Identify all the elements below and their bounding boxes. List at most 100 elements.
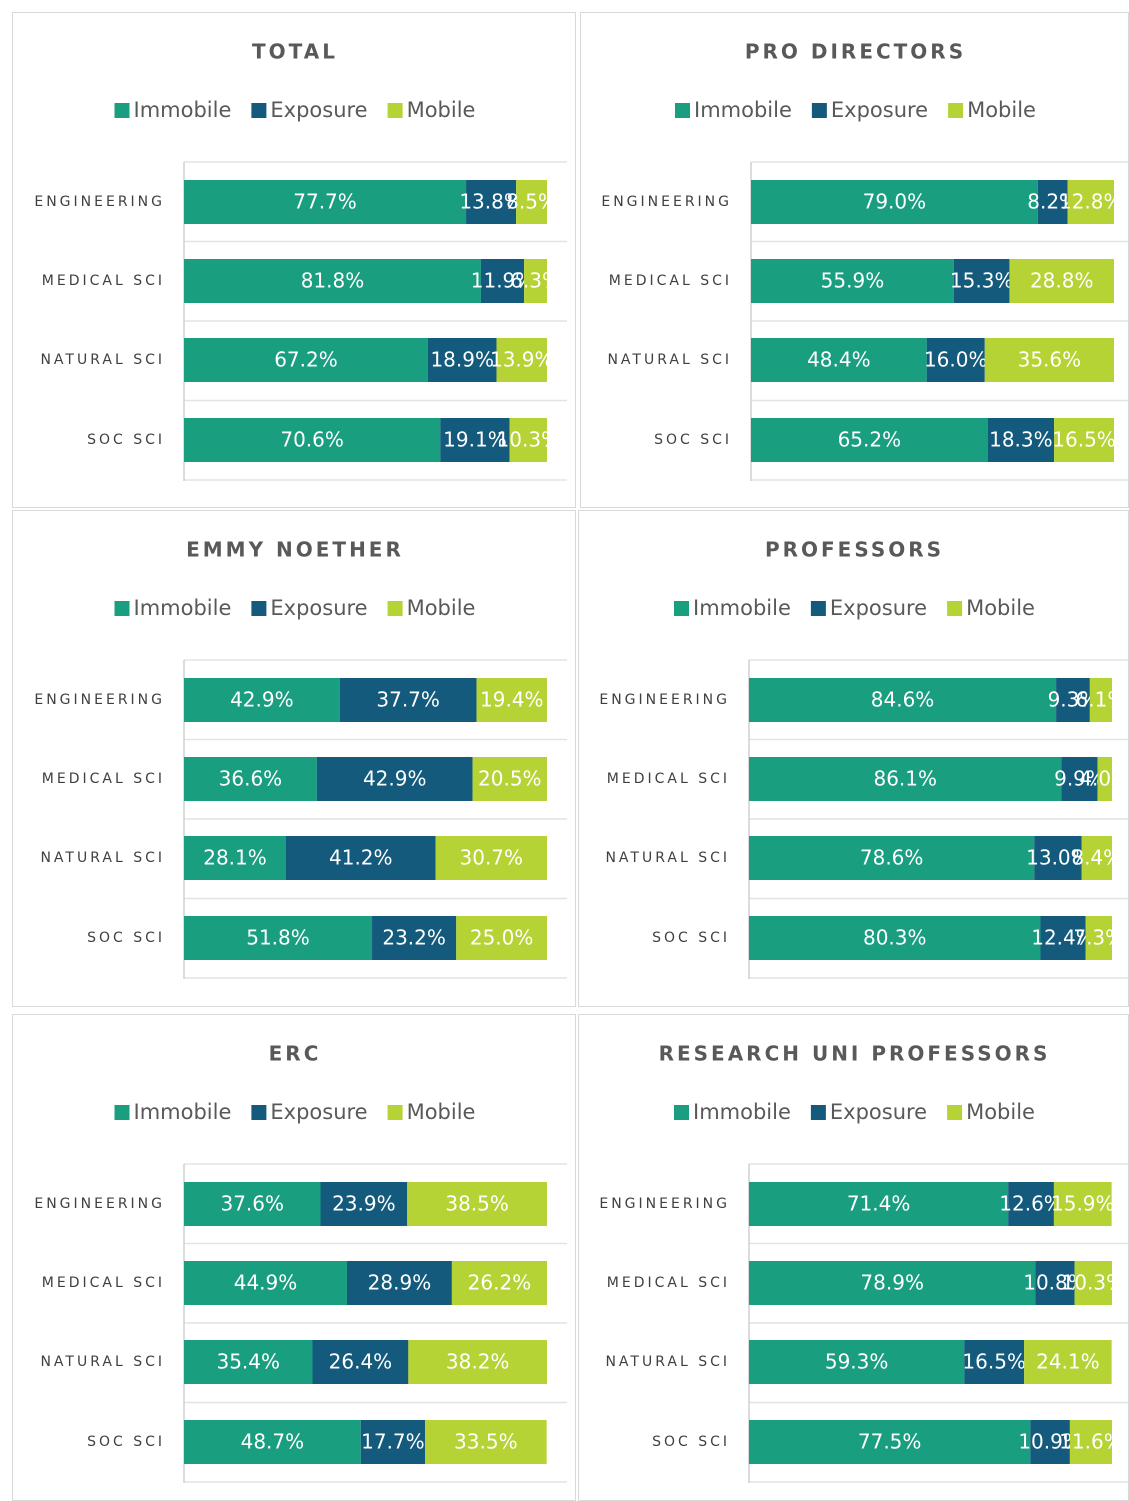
value-label: 16.5% [962,1350,1026,1374]
bar-segment [751,180,1038,224]
bar-segment [964,1340,1025,1384]
bar-segment [184,916,373,960]
bar-segment [425,1420,547,1464]
legend-swatch [811,103,827,118]
bar-segment [1034,836,1082,880]
category-label: MEDICAL SCI [42,771,165,787]
value-label: 11.6% [1059,1430,1123,1454]
legend-swatch [675,103,691,118]
bar-segment [749,836,1035,880]
legend-label: Immobile [694,98,792,122]
value-label: 10.3% [1062,1271,1126,1295]
value-label: 42.9% [363,767,427,791]
value-label: 38.5% [445,1192,509,1216]
value-label: 13.8% [459,190,523,214]
value-label: 78.9% [860,1271,924,1295]
bar-segment [751,418,988,462]
value-label: 13.0% [1026,846,1090,870]
bar-segment [466,180,517,224]
chart-panel: EMMY NOETHER Immobile Exposure Mobile ENGINE… [12,510,576,1007]
bar-segment [1056,678,1090,722]
bar-segment [184,1182,321,1226]
value-label: 51.8% [246,926,310,950]
value-label: 19.1% [443,428,507,452]
bar-segment [456,916,547,960]
value-label: 6.1% [1076,688,1127,712]
bar-segment [184,1261,347,1305]
bar-segment [749,678,1057,722]
bar-segment [987,418,1055,462]
chart-title: PROFESSORS [765,538,944,562]
value-label: 24.1% [1036,1350,1100,1374]
bar-segment [749,1182,1009,1226]
value-label: 48.7% [241,1430,305,1454]
bar-segment [1067,180,1114,224]
legend-label: Mobile [966,1100,1035,1124]
value-label: 8.5% [506,190,557,214]
bar-segment [184,1420,361,1464]
legend-swatch [114,601,130,616]
bar-segment [184,1340,313,1384]
legend-label: Exposure [270,596,367,620]
value-label: 12.8% [1059,190,1123,214]
value-label: 19.4% [480,688,544,712]
category-label: NATURAL SCI [40,850,165,866]
value-label: 42.9% [230,688,294,712]
legend-swatch [947,601,963,616]
bar-segment [427,338,497,382]
category-label: MEDICAL SCI [607,771,730,787]
legend-swatch [114,103,130,118]
bar-segment [751,338,927,382]
bar-segment [480,259,525,303]
value-label: 70.6% [280,428,344,452]
category-label: MEDICAL SCI [607,1275,730,1291]
legend-swatch [810,601,826,616]
value-label: 16.5% [1052,428,1116,452]
legend-label: Immobile [693,1100,791,1124]
bar-segment [440,418,510,462]
bar-segment [1069,1420,1112,1464]
value-label: 41.2% [329,846,393,870]
category-label: ENGINEERING [601,194,732,210]
legend-swatch [251,1105,267,1120]
bar-segment [320,1182,408,1226]
bar-segment [1024,1340,1112,1384]
value-label: 17.7% [361,1430,425,1454]
bar-segment [184,757,317,801]
category-label: SOC SCI [87,1434,165,1450]
value-label: 18.9% [430,348,494,372]
value-label: 37.7% [376,688,440,712]
bar-segment [1074,1261,1112,1305]
category-label: SOC SCI [652,1434,730,1450]
legend-label: Immobile [134,1100,232,1124]
chart-title: EMMY NOETHER [186,538,404,562]
bar-segment [1081,836,1112,880]
value-label: 36.6% [219,767,283,791]
legend-swatch [387,601,403,616]
category-label: NATURAL SCI [40,352,165,368]
bar-segment [472,757,547,801]
bar-segment [749,916,1041,960]
bar-segment [516,180,547,224]
value-label: 30.7% [460,846,524,870]
chart-title: PRO DIRECTORS [745,40,966,64]
value-label: 77.7% [293,190,357,214]
value-label: 59.3% [825,1350,889,1374]
value-label: 10.3% [497,428,561,452]
value-label: 15.3% [950,269,1014,293]
value-label: 86.1% [873,767,937,791]
bar-segment [451,1261,547,1305]
bar-segment [926,338,985,382]
value-label: 12.4% [1031,926,1095,950]
category-label: ENGINEERING [599,1196,730,1212]
legend-swatch [674,601,690,616]
bar-segment [749,1420,1031,1464]
category-label: NATURAL SCI [40,1354,165,1370]
value-label: 65.2% [838,428,902,452]
category-label: NATURAL SCI [605,1354,730,1370]
value-label: 38.2% [446,1350,510,1374]
category-label: ENGINEERING [34,692,165,708]
bar-segment [346,1261,452,1305]
category-label: MEDICAL SCI [609,273,732,289]
